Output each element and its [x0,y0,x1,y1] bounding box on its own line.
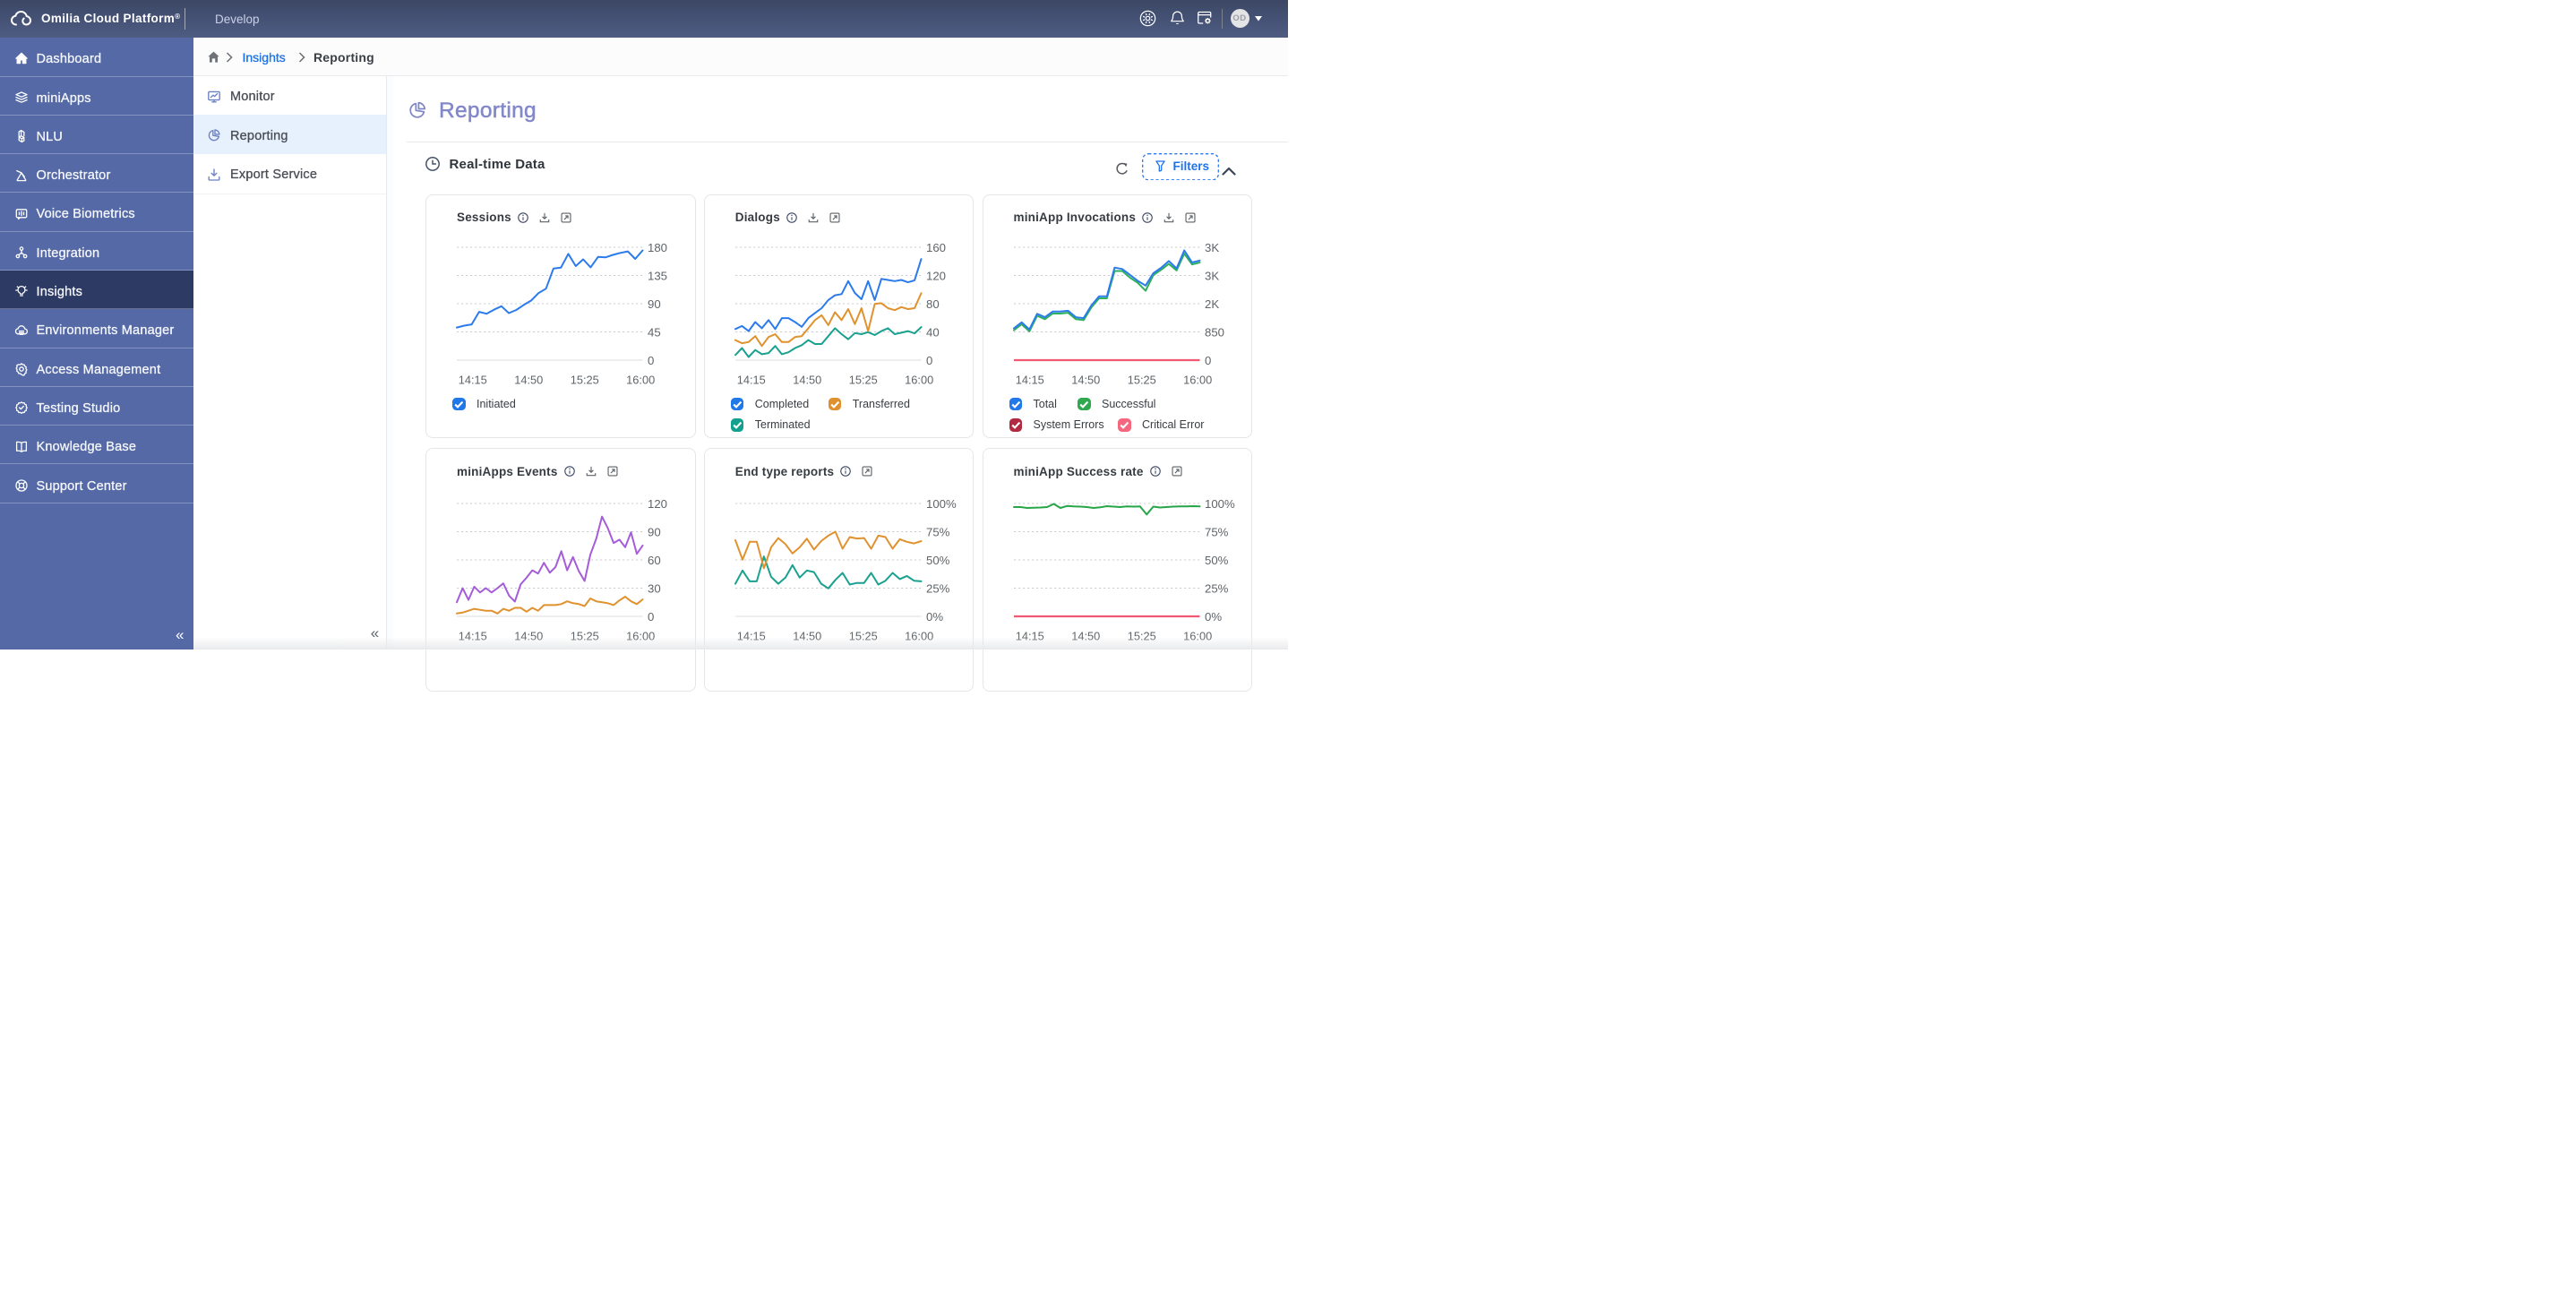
svg-text:14:15: 14:15 [736,373,765,386]
svg-text:50%: 50% [1205,554,1229,567]
svg-text:75%: 75% [1205,526,1229,539]
svg-text:75%: 75% [926,526,950,539]
svg-text:60: 60 [648,554,661,567]
svg-text:3K: 3K [1205,269,1219,282]
svg-text:14:50: 14:50 [514,373,543,386]
svg-text:135: 135 [648,269,667,282]
svg-text:16:00: 16:00 [626,373,655,386]
svg-text:0%: 0% [1205,610,1222,624]
svg-text:0: 0 [648,354,654,367]
svg-text:160: 160 [926,241,946,254]
svg-text:80: 80 [926,297,940,311]
svg-text:0: 0 [648,610,654,624]
svg-text:30: 30 [648,582,661,596]
svg-text:100%: 100% [1205,497,1235,511]
svg-text:25%: 25% [926,582,950,596]
svg-text:180: 180 [648,241,667,254]
svg-text:0: 0 [926,354,932,367]
svg-text:25%: 25% [1205,582,1229,596]
svg-text:120: 120 [926,269,946,282]
svg-text:15:25: 15:25 [1127,373,1155,386]
svg-text:14:50: 14:50 [1071,373,1100,386]
svg-text:90: 90 [648,297,661,311]
svg-text:15:25: 15:25 [848,373,877,386]
svg-text:0%: 0% [926,610,943,624]
svg-text:50%: 50% [926,554,950,567]
svg-text:2K: 2K [1205,297,1219,311]
svg-text:0: 0 [1205,354,1211,367]
svg-text:100%: 100% [926,497,957,511]
svg-text:120: 120 [648,497,667,511]
svg-text:90: 90 [648,526,661,539]
svg-text:14:50: 14:50 [793,373,821,386]
svg-text:14:15: 14:15 [459,373,487,386]
svg-text:15:25: 15:25 [571,373,599,386]
svg-text:16:00: 16:00 [1183,373,1212,386]
svg-text:3K: 3K [1205,241,1219,254]
svg-text:16:00: 16:00 [905,373,933,386]
svg-text:45: 45 [648,325,661,339]
svg-text:14:15: 14:15 [1015,373,1043,386]
svg-text:850: 850 [1205,325,1224,339]
svg-text:40: 40 [926,325,940,339]
